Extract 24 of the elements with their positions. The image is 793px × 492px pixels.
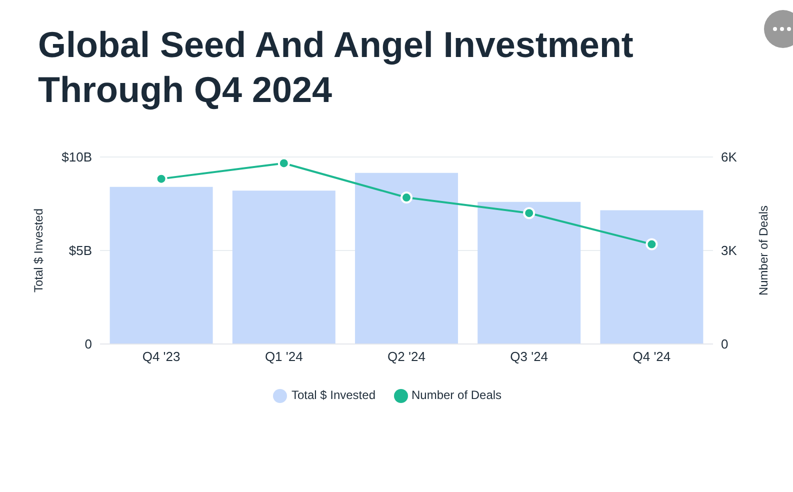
x-tick-label: Q4 '24 [632,349,671,364]
y2-tick-label: 6K [721,150,738,165]
y-tick-label: $10B [62,150,92,165]
y-axis-title: Total $ Invested [31,208,46,293]
y-tick-label: 0 [84,336,92,352]
legend-label: Total $ Invested [291,388,376,402]
x-tick-label: Q2 '24 [388,349,426,364]
x-tick-label: Q3 '24 [510,349,548,364]
bar [600,210,704,344]
y2-tick-label: 3K [721,243,738,258]
point [400,192,412,204]
x-tick-label: Q1 '24 [264,349,303,364]
bar [110,186,213,344]
x-tick-label: Q4 '23 [142,349,180,364]
bar [355,172,458,344]
chart-title: Global Seed And Angel Investment Through Q4 2024 [38,23,634,112]
y2-axis-title: Number of Deals [756,205,770,296]
bar [232,190,336,344]
legend-label: Number of Deals [412,388,502,402]
y2-tick-label: 0 [721,336,728,352]
point [523,207,536,220]
y-tick-label: $5B [68,243,92,258]
bar [478,202,581,344]
point [646,238,658,250]
